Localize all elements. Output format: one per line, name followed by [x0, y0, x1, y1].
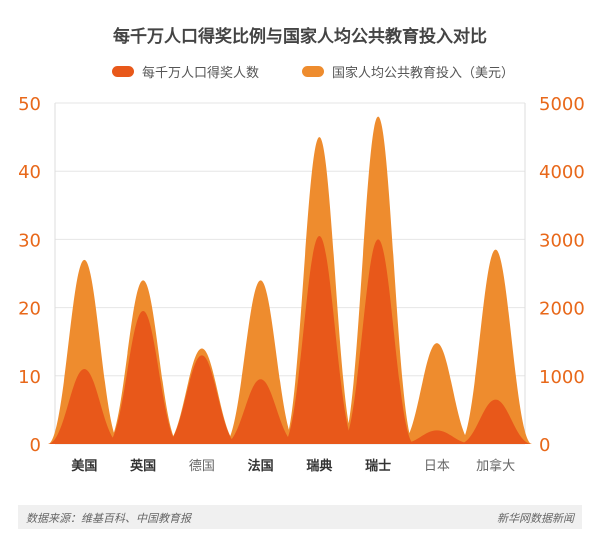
- x-category-label: 美国: [71, 458, 97, 474]
- x-category-label: 德国: [189, 459, 215, 474]
- y-left-tick-label: 50: [18, 94, 41, 115]
- legend-swatch-awards: [112, 66, 134, 77]
- y-right-tick-label: 4000: [539, 162, 585, 183]
- x-category-label: 法国: [248, 458, 274, 474]
- y-right-tick-label: 3000: [539, 230, 585, 251]
- y-right-tick-label: 0: [539, 435, 550, 456]
- legend-label-awards: 每千万人口得奖人数: [142, 66, 260, 81]
- x-category-label: 加拿大: [476, 458, 515, 474]
- y-left-tick-label: 0: [30, 435, 41, 456]
- y-right-tick-label: 2000: [539, 299, 585, 320]
- y-right-tick-label: 1000: [539, 367, 585, 388]
- y-left-tick-label: 20: [18, 299, 41, 320]
- y-left-tick-label: 10: [18, 367, 41, 388]
- x-category-label: 瑞典: [306, 458, 332, 474]
- legend-label-education: 国家人均公共教育投入（美元）: [332, 66, 515, 81]
- chart-legend: 每千万人口得奖人数 国家人均公共教育投入（美元）: [0, 62, 600, 82]
- x-category-label: 瑞士: [365, 458, 391, 474]
- x-category-label: 日本: [424, 459, 450, 474]
- y-left-tick-label: 30: [18, 230, 41, 251]
- series-area-awards: [47, 235, 533, 444]
- legend-item-education: 国家人均公共教育投入（美元）: [302, 62, 514, 81]
- y-left-tick-label: 40: [18, 162, 41, 183]
- series-area-education: [47, 116, 533, 444]
- footer-source: 数据来源：维基百科、中国教育报: [26, 512, 191, 525]
- footer-brand: 新华网数据新闻: [497, 512, 574, 525]
- x-category-label: 英国: [129, 458, 156, 474]
- chart-plot: 0 10 20 30 40 50 0 1000 2000 3000 4000 5000 美国 英国 德国 法国…: [18, 94, 585, 474]
- legend-item-awards: 每千万人口得奖人数: [112, 62, 259, 81]
- chart-title: 每千万人口得奖比例与国家人均公共教育投入对比: [113, 27, 487, 47]
- y-right-tick-label: 5000: [539, 94, 585, 115]
- footer-bar: 数据来源：维基百科、中国教育报 新华网数据新闻: [18, 505, 582, 529]
- legend-swatch-education: [302, 66, 324, 77]
